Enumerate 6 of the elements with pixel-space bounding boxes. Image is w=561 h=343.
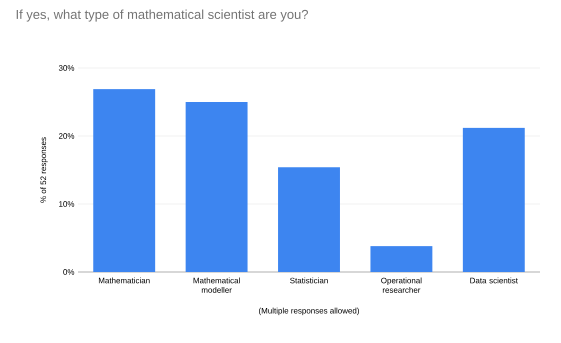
bar	[278, 167, 340, 272]
bar	[370, 246, 432, 272]
bar	[462, 128, 525, 272]
bar	[186, 102, 248, 272]
bar	[93, 89, 156, 272]
chart-title: If yes, what type of mathematical scientist are you?	[16, 10, 308, 22]
